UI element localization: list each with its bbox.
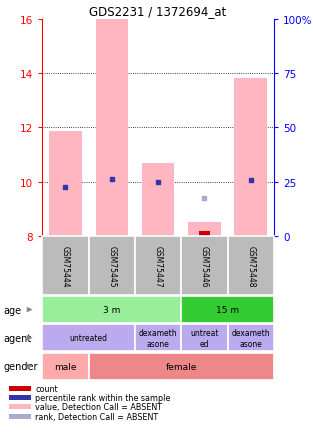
Text: female: female: [166, 362, 197, 371]
Bar: [42, 296, 181, 323]
Text: dexameth
asone: dexameth asone: [139, 329, 177, 348]
Bar: [49, 132, 82, 237]
Bar: [89, 353, 274, 380]
Bar: [9, 386, 31, 391]
Bar: [135, 325, 181, 352]
Bar: [181, 296, 274, 323]
Bar: [9, 395, 31, 400]
Bar: [142, 163, 174, 237]
Bar: [181, 237, 228, 295]
Bar: [95, 20, 128, 237]
Bar: [89, 237, 135, 295]
Bar: [42, 353, 89, 380]
Bar: [228, 237, 274, 295]
Bar: [188, 223, 221, 237]
Text: percentile rank within the sample: percentile rank within the sample: [35, 393, 171, 402]
Text: rank, Detection Call = ABSENT: rank, Detection Call = ABSENT: [35, 412, 158, 421]
Text: 15 m: 15 m: [216, 306, 239, 314]
Text: male: male: [54, 362, 77, 371]
Bar: [9, 404, 31, 409]
Text: GSM75447: GSM75447: [154, 245, 162, 286]
Text: untreat
ed: untreat ed: [190, 329, 219, 348]
Text: count: count: [35, 384, 58, 393]
Text: age: age: [3, 305, 21, 315]
Bar: [42, 237, 89, 295]
Bar: [234, 79, 267, 237]
Bar: [228, 325, 274, 352]
Text: GSM75445: GSM75445: [107, 245, 116, 286]
Bar: [135, 237, 181, 295]
Text: GSM75446: GSM75446: [200, 245, 209, 286]
Bar: [199, 232, 210, 237]
Text: 3 m: 3 m: [103, 306, 121, 314]
Text: value, Detection Call = ABSENT: value, Detection Call = ABSENT: [35, 402, 162, 411]
Text: untreated: untreated: [69, 334, 108, 342]
Text: gender: gender: [3, 362, 38, 371]
Title: GDS2231 / 1372694_at: GDS2231 / 1372694_at: [90, 5, 227, 18]
Text: GSM75448: GSM75448: [246, 245, 255, 286]
Bar: [181, 325, 228, 352]
Bar: [42, 325, 135, 352]
Text: dexameth
asone: dexameth asone: [231, 329, 270, 348]
Text: GSM75444: GSM75444: [61, 245, 70, 286]
Bar: [9, 414, 31, 419]
Text: agent: agent: [3, 333, 31, 343]
